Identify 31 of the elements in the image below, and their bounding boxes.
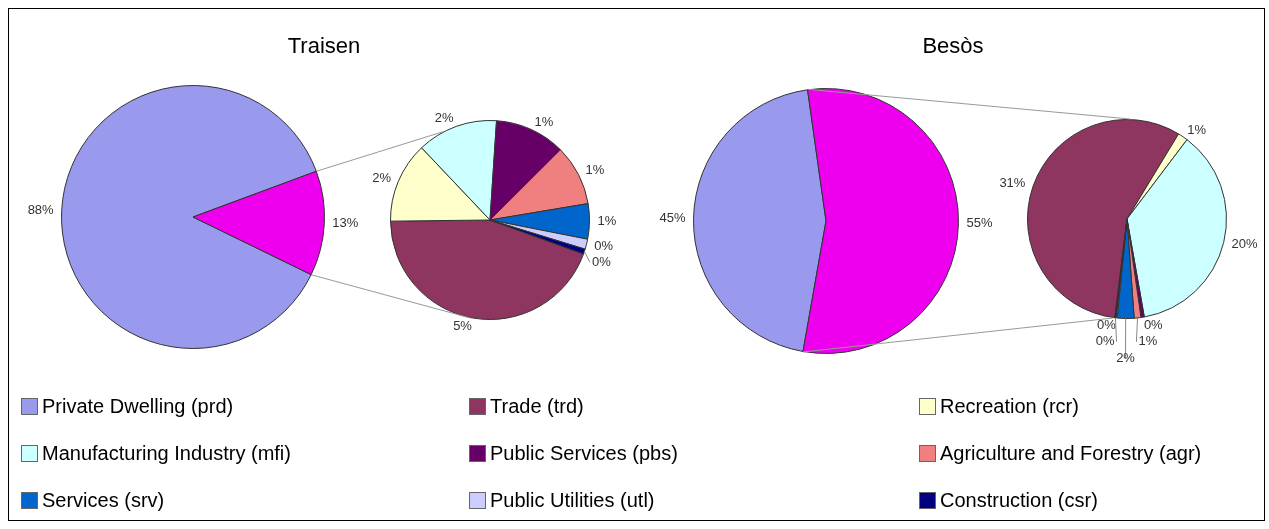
chart-title: Traisen <box>286 33 362 59</box>
data-label: 1% <box>1187 121 1207 137</box>
data-label: 88% <box>27 201 55 217</box>
legend-label: Manufacturing Industry (mfi) <box>42 442 291 465</box>
data-label: 2% <box>434 110 454 126</box>
legend-label: Agriculture and Forestry (agr) <box>940 442 1202 465</box>
data-label: 0% <box>591 253 612 269</box>
data-label: 1% <box>1138 333 1158 349</box>
data-label: 20% <box>1231 235 1258 251</box>
legend-label: Public Services (pbs) <box>490 442 678 465</box>
legend-label: Trade (trd) <box>490 395 584 418</box>
data-label: 31% <box>999 175 1026 191</box>
data-label: 1% <box>597 213 617 229</box>
data-label: 0% <box>1143 316 1164 332</box>
data-label: 0% <box>1095 333 1115 349</box>
data-label: 0% <box>594 237 614 253</box>
data-label: 5% <box>453 317 473 333</box>
legend-label: Services (srv) <box>42 489 165 512</box>
data-label: 0% <box>1096 317 1117 333</box>
data-label: 1% <box>534 113 554 129</box>
legend-label: Public Utilities (utl) <box>490 489 655 512</box>
legend-label: Private Dwelling (prd) <box>42 395 234 418</box>
legend-label: Recreation (rcr) <box>940 395 1079 418</box>
data-label: 2% <box>1116 350 1136 366</box>
data-label: 45% <box>659 210 686 226</box>
data-label: 55% <box>966 215 993 231</box>
data-label: 2% <box>372 169 392 185</box>
legend-label: Construction (csr) <box>940 489 1098 512</box>
data-label: 1% <box>585 162 605 178</box>
chart-title: Besòs <box>921 33 985 59</box>
data-label: 13% <box>332 215 359 231</box>
